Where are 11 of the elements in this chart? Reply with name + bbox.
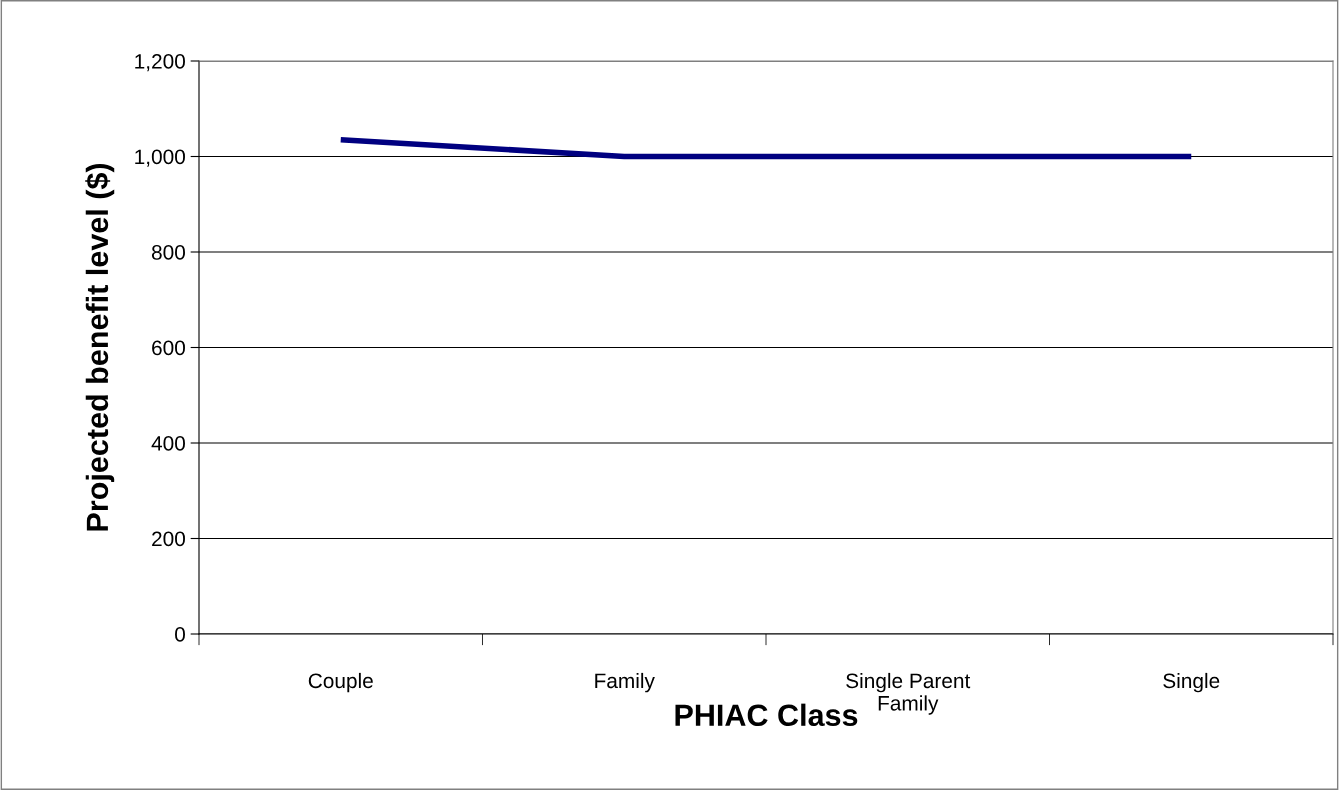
y-tick-label: 600 bbox=[152, 340, 185, 356]
y-tick-label: 0 bbox=[175, 627, 185, 642]
y-tick-label: 200 bbox=[152, 531, 185, 547]
x-tick-label: Single bbox=[1163, 672, 1220, 693]
y-tick-label: 800 bbox=[151, 245, 185, 260]
y-tick-label: 400 bbox=[151, 436, 185, 451]
y-tick-label: 1,000 bbox=[135, 149, 185, 167]
x-tick-label: Couple bbox=[308, 672, 373, 693]
y-axis-title: Projected benefit level ($) bbox=[85, 163, 115, 531]
x-tick-label: Family bbox=[595, 672, 655, 693]
y-tick-label: 1,200 bbox=[135, 54, 185, 72]
